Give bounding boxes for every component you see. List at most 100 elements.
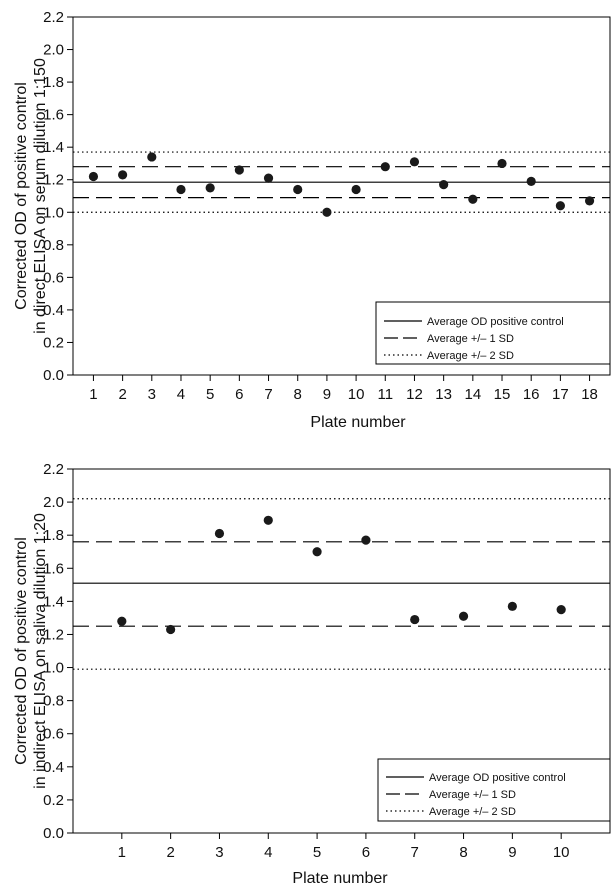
legend-box bbox=[375, 301, 611, 365]
y-tick-label: 0.6 bbox=[43, 726, 64, 743]
x-tick-label: 9 bbox=[508, 844, 516, 861]
y-tick-label: 2.2 bbox=[43, 461, 64, 478]
data-point bbox=[312, 547, 322, 557]
x-tick-label: 13 bbox=[435, 386, 452, 403]
legend: Average OD positive control Average +/– … bbox=[375, 301, 611, 365]
data-point bbox=[526, 176, 536, 186]
x-tick-label: 10 bbox=[348, 386, 365, 403]
x-tick-label: 7 bbox=[411, 844, 419, 861]
x-tick-label: 1 bbox=[89, 386, 97, 403]
y-axis-title-line-1: Corrected OD of positive control bbox=[13, 537, 30, 765]
data-point bbox=[88, 171, 99, 182]
data-point bbox=[555, 201, 565, 211]
x-tick-label: 15 bbox=[494, 386, 511, 403]
y-axis-ticks: 0.0 0.2 0.4 0.6 0.8 1.0 1.2 1.4 1.6 1.8 2.0 2.2 bbox=[43, 461, 73, 842]
y-axis-title-line-2: in indirect ELISA on saliva dilution 1:2… bbox=[32, 513, 49, 789]
y-axis-title-line-1: Corrected OD of positive control bbox=[13, 82, 30, 310]
x-tick-label: 11 bbox=[377, 386, 393, 403]
data-point bbox=[176, 184, 186, 195]
x-tick-label: 5 bbox=[313, 844, 321, 861]
y-tick-label: 1.8 bbox=[43, 74, 64, 91]
x-axis-title: Plate number bbox=[292, 870, 388, 887]
y-tick-label: 2.2 bbox=[43, 9, 64, 26]
x-tick-label: 5 bbox=[206, 386, 214, 403]
data-point bbox=[263, 173, 274, 183]
data-point bbox=[584, 196, 595, 206]
data-point bbox=[380, 162, 390, 172]
data-point bbox=[118, 170, 128, 180]
data-point bbox=[234, 165, 244, 175]
y-tick-label: 0.2 bbox=[43, 334, 64, 351]
data-point bbox=[507, 601, 517, 611]
data-points bbox=[117, 515, 566, 635]
legend-box bbox=[377, 758, 611, 822]
y-tick-label: 0.0 bbox=[43, 825, 64, 842]
legend-label-sd2: Average +/– 2 SD bbox=[427, 350, 514, 362]
data-point bbox=[205, 183, 215, 193]
data-point bbox=[409, 157, 420, 167]
legend-label-sd2: Average +/– 2 SD bbox=[429, 806, 516, 818]
y-tick-label: 1.0 bbox=[43, 204, 64, 221]
x-tick-label: 7 bbox=[264, 386, 272, 403]
x-tick-label: 18 bbox=[581, 386, 598, 403]
data-point bbox=[263, 515, 273, 525]
x-tick-label: 8 bbox=[459, 844, 467, 861]
y-tick-label: 1.6 bbox=[43, 560, 64, 577]
x-tick-label: 2 bbox=[166, 844, 174, 861]
y-tick-label: 1.4 bbox=[43, 139, 64, 156]
y-axis-title-line-2: in direct ELISA on serum dilution 1:150 bbox=[32, 58, 49, 334]
data-point bbox=[556, 605, 566, 615]
legend-label-sd1: Average +/– 1 SD bbox=[427, 333, 514, 345]
data-point bbox=[410, 614, 420, 625]
y-tick-label: 0.4 bbox=[43, 759, 64, 776]
x-tick-label: 12 bbox=[406, 386, 423, 403]
data-point bbox=[439, 180, 449, 190]
y-tick-label: 0.8 bbox=[43, 693, 64, 710]
x-tick-label: 4 bbox=[264, 844, 272, 861]
y-tick-label: 1.4 bbox=[43, 593, 64, 610]
x-tick-label: 3 bbox=[148, 386, 156, 403]
chart-saliva-elisa: 0.0 0.2 0.4 0.6 0.8 1.0 1.2 1.4 1.6 1.8 2.0 2.2 1 2 3… bbox=[13, 461, 611, 887]
data-point bbox=[293, 184, 303, 195]
reference-lines bbox=[73, 498, 610, 670]
x-tick-label: 6 bbox=[362, 844, 370, 861]
data-point bbox=[497, 158, 507, 169]
y-tick-label: 0.6 bbox=[43, 269, 64, 286]
x-tick-label: 4 bbox=[177, 386, 185, 403]
x-tick-label: 16 bbox=[523, 386, 540, 403]
data-point bbox=[468, 194, 478, 204]
y-axis-ticks: 0.0 0.2 0.4 0.6 0.8 1.0 1.2 1.4 1.6 1.8 2.0 2.2 bbox=[43, 9, 73, 384]
x-tick-label: 8 bbox=[294, 386, 302, 403]
x-tick-label: 9 bbox=[323, 386, 331, 403]
data-point bbox=[351, 184, 361, 195]
y-tick-label: 0.0 bbox=[43, 367, 64, 384]
data-point bbox=[214, 528, 225, 539]
legend-label-sd1: Average +/– 1 SD bbox=[429, 789, 516, 801]
y-tick-label: 1.0 bbox=[43, 660, 64, 677]
x-axis-ticks: 1 2 3 4 5 6 7 8 9 10 bbox=[118, 833, 570, 861]
y-tick-label: 1.2 bbox=[43, 626, 64, 643]
data-point bbox=[147, 152, 157, 162]
y-tick-label: 1.2 bbox=[43, 172, 64, 189]
legend: Average OD positive control Average +/– … bbox=[377, 758, 611, 822]
plot-frame bbox=[72, 16, 611, 376]
y-tick-label: 1.6 bbox=[43, 107, 64, 124]
data-points bbox=[88, 152, 595, 217]
x-tick-label: 6 bbox=[235, 386, 243, 403]
x-tick-label: 3 bbox=[215, 844, 223, 861]
y-tick-label: 0.8 bbox=[43, 237, 64, 254]
x-axis-title: Plate number bbox=[310, 414, 406, 431]
x-axis-ticks: 1 2 3 4 5 6 7 8 9 10 11 12 13 14 15 16 17 18 bbox=[89, 375, 598, 403]
data-point bbox=[117, 616, 127, 626]
x-tick-label: 14 bbox=[464, 386, 481, 403]
y-tick-label: 0.2 bbox=[43, 792, 64, 809]
x-tick-label: 17 bbox=[552, 386, 569, 403]
x-tick-label: 10 bbox=[553, 844, 570, 861]
x-tick-label: 2 bbox=[118, 386, 126, 403]
y-tick-label: 1.8 bbox=[43, 527, 64, 544]
data-point bbox=[322, 207, 332, 217]
y-tick-label: 2.0 bbox=[43, 42, 64, 59]
x-tick-label: 1 bbox=[118, 844, 126, 861]
